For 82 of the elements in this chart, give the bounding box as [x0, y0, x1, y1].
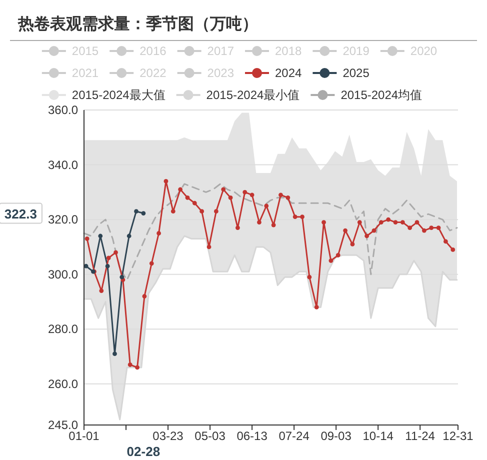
point — [271, 222, 276, 228]
point — [444, 239, 448, 244]
y-tick-label: 245.0 — [48, 418, 78, 432]
point — [378, 220, 384, 225]
point — [350, 242, 355, 246]
point — [128, 362, 132, 367]
point — [236, 226, 240, 230]
point — [264, 204, 269, 208]
y-tick-label: 300.0 — [48, 267, 78, 282]
point — [164, 179, 168, 184]
legend-label: 2024 — [275, 66, 302, 80]
y-tick-label: 320.0 — [48, 212, 78, 227]
y-tick-label: 340.0 — [48, 158, 78, 172]
text: 02-28 — [126, 444, 160, 459]
point — [242, 190, 248, 194]
point — [250, 192, 254, 198]
point — [99, 288, 104, 293]
point — [307, 274, 312, 280]
point — [112, 352, 117, 356]
point — [400, 220, 405, 225]
x-tick-label: 09-03 — [320, 429, 352, 443]
point — [192, 200, 197, 206]
point — [257, 220, 262, 225]
point — [134, 209, 138, 214]
point — [221, 187, 226, 192]
point — [429, 226, 434, 230]
point — [141, 211, 146, 216]
point — [422, 228, 426, 233]
point — [364, 234, 370, 238]
x-tick-label: 07-24 — [278, 429, 310, 443]
point — [84, 236, 90, 241]
point — [357, 220, 362, 225]
x-tick-label: 05-03 — [194, 429, 226, 443]
point — [142, 294, 147, 298]
point — [105, 264, 110, 268]
point — [170, 209, 176, 214]
point — [135, 365, 140, 370]
chart-title: 热卷表观需求量：季节图（万吨） — [17, 15, 258, 33]
point — [200, 209, 204, 214]
point — [149, 261, 154, 266]
point — [372, 228, 376, 233]
point — [120, 274, 124, 280]
point — [322, 220, 326, 225]
point — [300, 214, 304, 220]
point — [328, 258, 334, 263]
legend-label: 2015-2024最小值 — [206, 88, 300, 102]
point — [106, 256, 111, 260]
text: 322.3 — [4, 206, 37, 221]
point — [286, 195, 290, 200]
x-tick-label: 03-23 — [152, 429, 184, 443]
x-tick-label: 10-14 — [362, 429, 394, 443]
point — [292, 214, 298, 220]
point — [98, 234, 103, 238]
x-tick-label: 11-24 — [405, 429, 436, 443]
x-tick-label: 12-31 — [442, 429, 474, 443]
point — [386, 217, 391, 222]
point — [393, 220, 398, 225]
point — [314, 305, 319, 310]
legend-label: 2015-2024最大值 — [72, 88, 166, 102]
point — [214, 209, 218, 214]
point — [408, 226, 412, 230]
point — [336, 252, 340, 258]
point — [206, 244, 212, 250]
x-tick-label: 06-13 — [236, 429, 268, 443]
point — [414, 220, 420, 225]
point — [178, 187, 183, 192]
y-tick-label: 280.0 — [48, 322, 78, 336]
point — [228, 195, 233, 200]
legend-label: 2015-2024均值 — [340, 88, 422, 102]
x-tick-label: 01-01 — [68, 429, 100, 443]
point — [114, 250, 118, 255]
point — [450, 247, 456, 252]
point — [278, 192, 283, 198]
y-tick-label: 360.0 — [48, 103, 78, 117]
line-series — [83, 183, 458, 281]
point — [343, 228, 348, 233]
point — [156, 231, 161, 236]
y-tick-label: 260.0 — [48, 376, 78, 391]
point — [126, 234, 132, 238]
point — [185, 195, 190, 200]
legend-label: 2025 — [342, 66, 370, 80]
point — [436, 226, 441, 230]
